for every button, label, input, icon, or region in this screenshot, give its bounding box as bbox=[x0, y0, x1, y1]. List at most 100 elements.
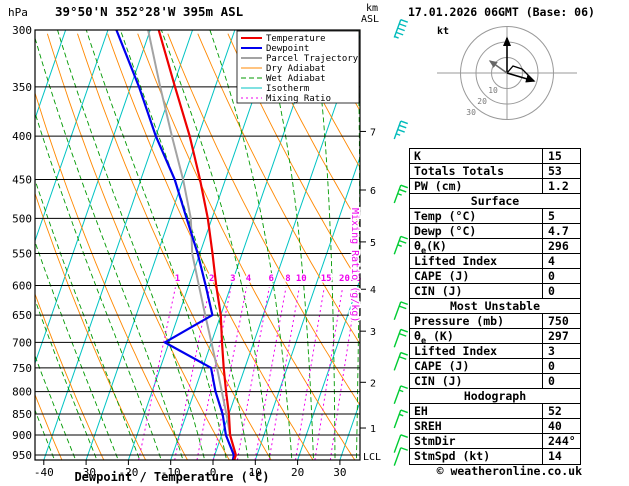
pressure-tick-label: 800 bbox=[12, 386, 32, 399]
panel-row: Temp (°C) 5 bbox=[410, 209, 580, 224]
wind-barb bbox=[393, 447, 408, 466]
pressure-tick-label: 500 bbox=[12, 212, 32, 225]
panel-section-header: Hodograph bbox=[410, 389, 580, 404]
wind-barb bbox=[393, 434, 408, 453]
x-tick-label: -30 bbox=[76, 466, 96, 479]
km-tick-label: 1 bbox=[370, 424, 376, 435]
hodograph-arrow-gray bbox=[488, 60, 508, 74]
wind-barb bbox=[393, 328, 408, 348]
pressure-tick-label: 450 bbox=[12, 173, 32, 186]
svg-text:20: 20 bbox=[339, 274, 350, 284]
panel-row-value: 244° bbox=[548, 434, 576, 448]
panel-row-value: 14 bbox=[548, 449, 562, 463]
panel-row: θe (K) 297 bbox=[410, 329, 580, 344]
panel-row: K 15 bbox=[410, 149, 580, 164]
panel-row-label: Totals Totals bbox=[410, 164, 543, 178]
km-axis: 7 6 5 4 3 2 1 LCL bbox=[360, 127, 381, 463]
wind-barb bbox=[393, 120, 408, 140]
km-tick-label: 3 bbox=[370, 327, 376, 338]
pressure-tick-label: 900 bbox=[12, 429, 32, 442]
legend-label: Mixing Ratio bbox=[266, 94, 331, 104]
panel-row-label: StmSpd (kt) bbox=[410, 449, 543, 464]
panel-row-value: 0 bbox=[548, 269, 555, 283]
altitude-axis-unit-asl: ASL bbox=[361, 14, 380, 25]
x-tick-label: -10 bbox=[161, 466, 181, 479]
svg-text:1: 1 bbox=[175, 274, 180, 284]
panel-section-header: Most Unstable bbox=[410, 299, 580, 314]
wind-barb bbox=[393, 409, 408, 429]
panel-row-value: 15 bbox=[548, 149, 562, 163]
plot-border bbox=[34, 29, 361, 461]
panel-row-value: 4.7 bbox=[548, 224, 569, 238]
x-tick-label: 10 bbox=[249, 466, 262, 479]
legend-label: Isotherm bbox=[266, 84, 309, 94]
panel-row-label: Lifted Index bbox=[410, 344, 543, 358]
mixing-ratio-lines bbox=[138, 287, 358, 460]
panel-row-value: 0 bbox=[548, 284, 555, 298]
svg-text:4: 4 bbox=[246, 274, 252, 284]
panel-row-label: Pressure (mb) bbox=[410, 314, 543, 328]
pressure-axis-unit: hPa bbox=[8, 6, 28, 19]
panel-row-value: 750 bbox=[548, 314, 569, 328]
wind-barb bbox=[393, 235, 408, 255]
panel-row: StmSpd (kt) 14 bbox=[410, 449, 580, 464]
pressure-tick-label: 650 bbox=[12, 309, 32, 322]
x-axis: -40 -30 -20 -10 0 10 20 30 Dewpoint / Temperatur… bbox=[34, 460, 347, 484]
legend-label: Temperature bbox=[266, 34, 326, 44]
pressure-tick-label: 300 bbox=[12, 24, 32, 37]
x-tick-label: -40 bbox=[34, 466, 54, 479]
x-tick-label: 20 bbox=[291, 466, 304, 479]
copyright: © weatheronline.co.uk bbox=[436, 464, 582, 478]
panel-row-value: 5 bbox=[548, 209, 555, 223]
station-title: 39°50'N 352°28'W 395m ASL bbox=[55, 4, 244, 19]
svg-text:15: 15 bbox=[321, 274, 332, 284]
panel-row-label: Temp (°C) bbox=[410, 209, 543, 223]
panel-row-label: K bbox=[410, 149, 543, 163]
panel-row-value: 296 bbox=[548, 239, 569, 253]
pressure-tick-label: 350 bbox=[12, 81, 32, 94]
panel-row: EH 52 bbox=[410, 404, 580, 419]
x-tick-label: 0 bbox=[210, 466, 217, 479]
pressure-tick-label: 750 bbox=[12, 362, 32, 375]
panel-row-value: 4 bbox=[548, 254, 555, 268]
panel-row: SREH 40 bbox=[410, 419, 580, 434]
km-tick-label: 4 bbox=[370, 285, 376, 296]
wet-adiabat-lines bbox=[35, 30, 360, 459]
legend-label: Dewpoint bbox=[266, 44, 309, 54]
panel-row: CAPE (J) 0 bbox=[410, 359, 580, 374]
lcl-label: LCL bbox=[363, 452, 381, 463]
panel-row: θe(K) 296 bbox=[410, 239, 580, 254]
x-tick-label: -20 bbox=[118, 466, 138, 479]
hodograph-ring-label: 10 bbox=[488, 86, 498, 95]
svg-text:8: 8 bbox=[285, 274, 290, 284]
panel-row-label: θe (K) bbox=[410, 329, 543, 343]
altitude-axis-unit-km: km bbox=[366, 3, 379, 14]
svg-text:6: 6 bbox=[268, 274, 273, 284]
wind-barb bbox=[393, 19, 408, 39]
pressure-tick-label: 400 bbox=[12, 130, 32, 143]
x-axis-title: Dewpoint / Temperature (°C) bbox=[74, 470, 269, 484]
panel-row-label: Dewp (°C) bbox=[410, 224, 543, 238]
wind-barb bbox=[393, 301, 408, 320]
legend-label: Dry Adiabat bbox=[266, 64, 326, 74]
panel-section-header: Surface bbox=[410, 194, 580, 209]
svg-text:2: 2 bbox=[209, 274, 214, 284]
hodograph-arrow-right bbox=[506, 72, 536, 83]
panel-row-value: 52 bbox=[548, 404, 562, 418]
panel-row-label: CAPE (J) bbox=[410, 269, 543, 283]
panel-row: Pressure (mb) 750 bbox=[410, 314, 580, 329]
panel-row-label: PW (cm) bbox=[410, 179, 543, 193]
panel-row: CIN (J) 0 bbox=[410, 284, 580, 299]
panel-row-label: CAPE (J) bbox=[410, 359, 543, 373]
panel-row-label: SREH bbox=[410, 419, 543, 433]
hodograph-ring-label: 30 bbox=[466, 108, 476, 117]
panel-row-label: EH bbox=[410, 404, 543, 418]
mixing-ratio-axis-label: Mixing Ratio (g/kg) bbox=[349, 208, 360, 322]
pressure-tick-label: 950 bbox=[12, 449, 32, 462]
wind-barb bbox=[393, 184, 408, 204]
panel-row-value: 0 bbox=[548, 359, 555, 373]
svg-text:10: 10 bbox=[296, 274, 307, 284]
